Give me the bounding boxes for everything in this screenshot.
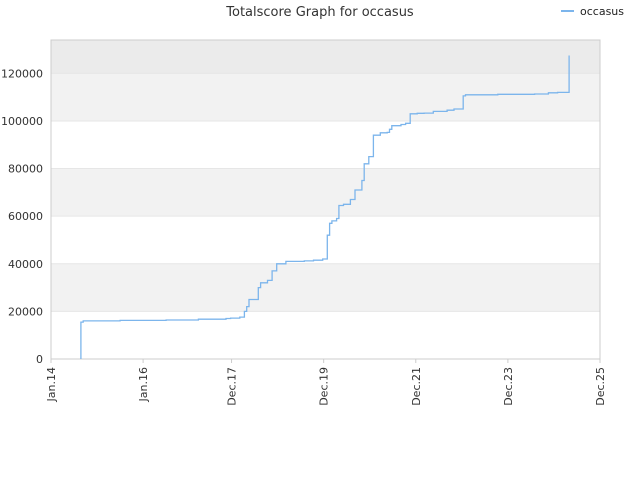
chart-title: Totalscore Graph for occasus bbox=[225, 5, 414, 20]
plot-band bbox=[51, 216, 600, 264]
legend: occasus bbox=[561, 5, 624, 18]
x-tick-label: Dec.21 bbox=[410, 367, 423, 406]
axes bbox=[50, 39, 601, 363]
x-tick-label: Dec.19 bbox=[318, 367, 331, 406]
series-group bbox=[80, 55, 570, 359]
y-tick-label: 0 bbox=[36, 353, 43, 366]
y-tick-label: 100000 bbox=[1, 115, 43, 128]
y-tick-label: 60000 bbox=[8, 210, 43, 223]
plot-band bbox=[51, 120, 600, 169]
plot-bands bbox=[51, 40, 600, 359]
x-tick-label: Jan.16 bbox=[137, 367, 150, 402]
y-tick-label: 40000 bbox=[8, 258, 43, 271]
legend-label: occasus bbox=[580, 5, 624, 18]
plot-band bbox=[51, 263, 600, 312]
series-line bbox=[80, 55, 570, 359]
plot-band bbox=[51, 73, 600, 121]
y-tick-label: 80000 bbox=[8, 163, 43, 176]
x-tick-label: Dec.17 bbox=[226, 367, 239, 406]
plot-band bbox=[51, 168, 600, 217]
plot-band bbox=[51, 311, 600, 359]
x-tick-labels: Jan.14 Jan.16 Dec.17 Dec.19 Dec.21 Dec.23 Dec.… bbox=[45, 367, 607, 406]
plot-band bbox=[51, 40, 600, 74]
x-tick-label: Jan.14 bbox=[45, 367, 58, 402]
x-tick-label: Dec.23 bbox=[502, 367, 515, 406]
plot-border bbox=[50, 39, 601, 360]
y-tick-label: 20000 bbox=[8, 305, 43, 318]
y-tick-labels: 0 20000 40000 60000 80000 100000 120000 bbox=[1, 67, 43, 366]
y-tick-label: 120000 bbox=[1, 67, 43, 80]
x-tick-label: Dec.25 bbox=[594, 367, 607, 406]
